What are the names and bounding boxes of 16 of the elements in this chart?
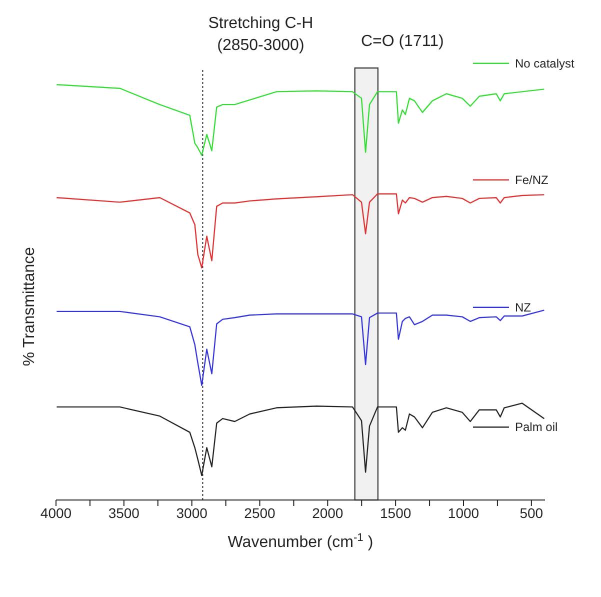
- x-tick-label: 4000: [40, 504, 72, 521]
- legend-label: NZ: [515, 300, 531, 314]
- x-tick-label: 3000: [176, 504, 208, 521]
- x-axis-title: Wavenumber (cm$^{-1}$): [228, 532, 374, 551]
- ref-line-label: Stretching C-H (2850-3000): [208, 15, 314, 54]
- legend-label: No catalyst: [515, 56, 576, 70]
- legend-label: Palm oil: [515, 420, 558, 434]
- x-tick-label: 2000: [312, 504, 344, 521]
- legend-label: Fe/NZ: [515, 172, 548, 187]
- x-tick-label: 3500: [108, 504, 140, 521]
- x-tick-label: 500: [520, 504, 544, 521]
- y-axis-title: % Transmittance: [21, 246, 38, 366]
- x-tick-label: 1000: [448, 504, 480, 521]
- x-tick-label: 1500: [380, 504, 412, 521]
- band-label: C=O (1711): [360, 33, 444, 50]
- x-tick-label: 2500: [244, 504, 276, 521]
